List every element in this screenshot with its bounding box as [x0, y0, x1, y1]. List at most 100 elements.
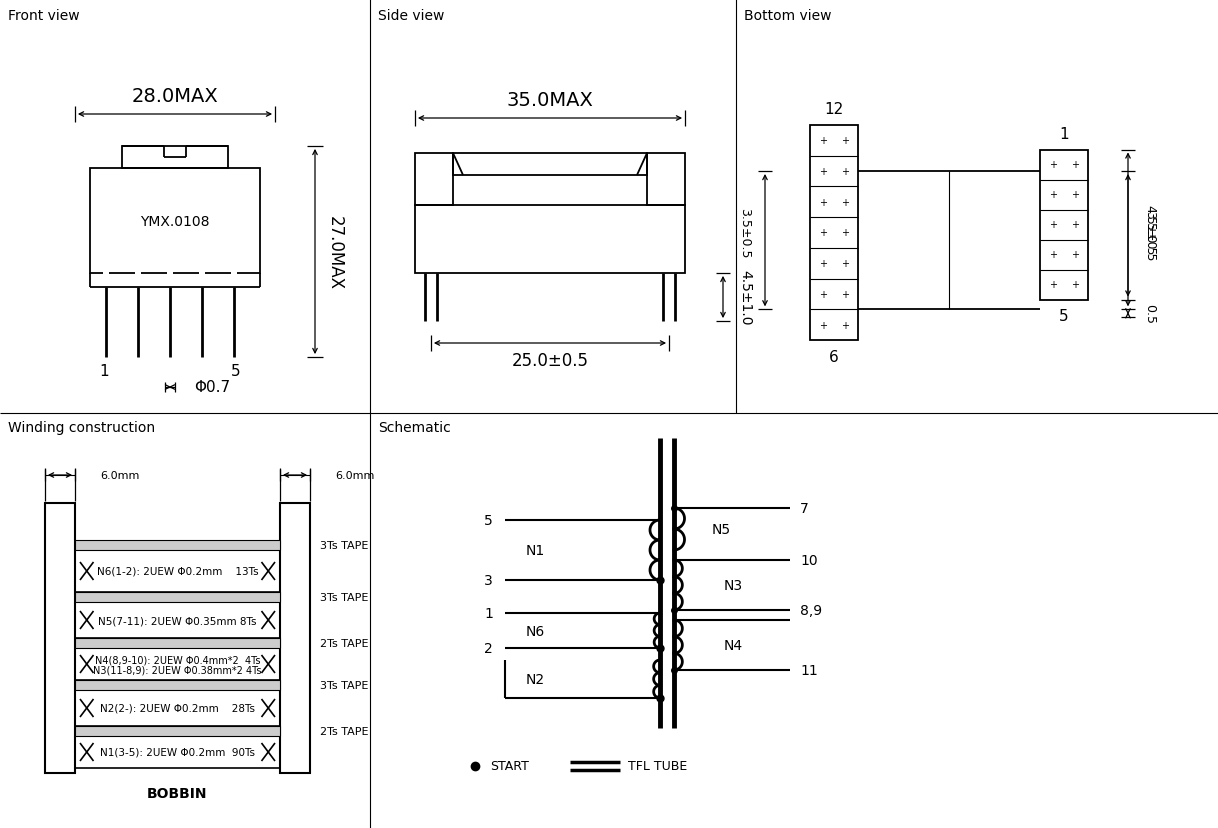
Text: 7: 7 — [800, 502, 809, 515]
Text: 3Ts TAPE: 3Ts TAPE — [320, 541, 368, 551]
Bar — [76, 541, 280, 551]
Text: 11: 11 — [800, 663, 817, 677]
Bar — [415, 154, 453, 205]
Text: +: + — [840, 198, 849, 208]
Text: +: + — [820, 259, 827, 269]
Text: +: + — [1050, 220, 1057, 230]
Bar — [415, 205, 685, 274]
Text: N1(3-5): 2UEW Φ0.2mm  90Ts: N1(3-5): 2UEW Φ0.2mm 90Ts — [100, 747, 255, 757]
Text: 10: 10 — [800, 553, 817, 567]
Text: START: START — [490, 759, 529, 773]
Text: 0.5: 0.5 — [1144, 304, 1157, 324]
Bar — [280, 503, 311, 773]
Text: 12: 12 — [825, 103, 844, 118]
Text: 5: 5 — [1060, 309, 1069, 324]
Text: +: + — [840, 259, 849, 269]
Text: +: + — [820, 290, 827, 300]
Text: Φ0.7: Φ0.7 — [194, 380, 230, 395]
Text: 8,9: 8,9 — [800, 604, 822, 617]
Bar — [76, 691, 280, 726]
Bar — [1040, 151, 1088, 300]
Text: +: + — [840, 136, 849, 147]
Text: +: + — [840, 290, 849, 300]
Text: +: + — [840, 320, 849, 330]
Bar — [810, 126, 857, 340]
Bar — [76, 592, 280, 602]
Text: 28.0MAX: 28.0MAX — [132, 88, 218, 106]
Text: YMX.0108: YMX.0108 — [140, 214, 209, 229]
Text: N3(11-8,9): 2UEW Φ0.38mm*2 4Ts: N3(11-8,9): 2UEW Φ0.38mm*2 4Ts — [94, 665, 262, 675]
Bar — [231, 272, 238, 289]
Text: 1: 1 — [484, 606, 493, 620]
Text: 2Ts TAPE: 2Ts TAPE — [320, 638, 369, 648]
Text: +: + — [1050, 280, 1057, 290]
Text: N4(8,9-10): 2UEW Φ0.4mm*2  4Ts: N4(8,9-10): 2UEW Φ0.4mm*2 4Ts — [95, 654, 261, 664]
Text: 3: 3 — [485, 573, 493, 587]
Text: N5(7-11): 2UEW Φ0.35mm 8Ts: N5(7-11): 2UEW Φ0.35mm 8Ts — [99, 615, 257, 625]
Bar — [76, 648, 280, 680]
Text: Front view: Front view — [9, 9, 79, 23]
Text: Bottom view: Bottom view — [744, 9, 832, 23]
Bar — [76, 680, 280, 691]
Text: +: + — [1071, 220, 1079, 230]
Text: +: + — [1050, 161, 1057, 171]
Text: 3Ts TAPE: 3Ts TAPE — [320, 680, 368, 691]
Bar — [453, 154, 647, 176]
Bar — [76, 551, 280, 592]
Bar — [45, 503, 76, 773]
Text: N4: N4 — [723, 638, 743, 652]
Text: N1: N1 — [525, 543, 544, 557]
Text: +: + — [1050, 250, 1057, 260]
Text: +: + — [840, 229, 849, 238]
Text: 2Ts TAPE: 2Ts TAPE — [320, 726, 369, 736]
Text: 4.5±0.5: 4.5±0.5 — [1144, 205, 1157, 255]
Text: 1: 1 — [99, 364, 108, 379]
Text: N6(1-2): 2UEW Φ0.2mm    13Ts: N6(1-2): 2UEW Φ0.2mm 13Ts — [96, 566, 258, 576]
Text: 3Ts TAPE: 3Ts TAPE — [320, 592, 368, 602]
Text: +: + — [1071, 280, 1079, 290]
Text: 6.0mm: 6.0mm — [335, 470, 374, 480]
Text: N6: N6 — [525, 623, 544, 638]
Text: BOBBIN: BOBBIN — [147, 786, 208, 800]
Text: 6.0mm: 6.0mm — [100, 470, 139, 480]
Text: 6: 6 — [829, 349, 839, 364]
Text: +: + — [820, 320, 827, 330]
Text: 25.0±0.5: 25.0±0.5 — [512, 352, 588, 369]
Bar — [76, 736, 280, 768]
Text: 5: 5 — [485, 513, 493, 527]
Bar — [104, 272, 108, 289]
Text: TFL TUBE: TFL TUBE — [628, 759, 687, 773]
Bar — [76, 602, 280, 638]
Text: N2: N2 — [525, 672, 544, 686]
Text: +: + — [840, 167, 849, 177]
Text: 3.5±0.5: 3.5±0.5 — [738, 208, 752, 258]
Bar — [76, 638, 280, 648]
Text: 5: 5 — [231, 364, 241, 379]
Bar — [76, 726, 280, 736]
Bar — [90, 169, 259, 274]
Text: +: + — [1071, 250, 1079, 260]
Text: 4.5±1.0: 4.5±1.0 — [738, 270, 752, 325]
Text: +: + — [820, 229, 827, 238]
Text: +: + — [820, 167, 827, 177]
Text: 27.0MAX: 27.0MAX — [326, 215, 343, 289]
Text: 2: 2 — [485, 641, 493, 655]
Bar — [167, 272, 173, 289]
Text: +: + — [1071, 161, 1079, 171]
Text: +: + — [1071, 190, 1079, 200]
Text: Side view: Side view — [378, 9, 445, 23]
Bar — [135, 272, 141, 289]
Text: N2(2-): 2UEW Φ0.2mm    28Ts: N2(2-): 2UEW Φ0.2mm 28Ts — [100, 703, 255, 713]
Text: Winding construction: Winding construction — [9, 421, 155, 435]
Text: 35.0MAX: 35.0MAX — [507, 91, 593, 110]
Text: +: + — [820, 136, 827, 147]
Text: +: + — [1050, 190, 1057, 200]
Bar — [199, 272, 205, 289]
Bar — [647, 154, 685, 205]
Text: Schematic: Schematic — [378, 421, 451, 435]
Text: N3: N3 — [723, 578, 743, 592]
Text: +: + — [820, 198, 827, 208]
Text: 3.5±0.5: 3.5±0.5 — [1144, 211, 1157, 261]
Text: N5: N5 — [713, 522, 731, 537]
Bar — [122, 147, 228, 169]
